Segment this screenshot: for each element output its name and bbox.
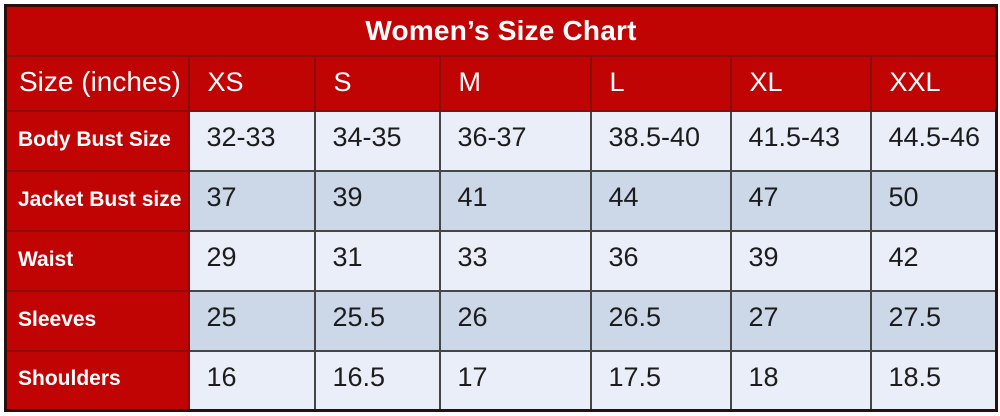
size-value: 18.5 [869, 349, 998, 412]
size-value: 47 [729, 169, 872, 232]
size-value: 44.5-46 [869, 109, 998, 172]
column-header-size-inches: Size (inches) [4, 54, 190, 112]
size-value: 31 [313, 229, 441, 292]
row-label-shoulders: Shoulders [4, 349, 190, 412]
size-value: 26.5 [589, 289, 732, 352]
size-value: 17.5 [589, 349, 732, 412]
size-value: 29 [187, 229, 316, 292]
chart-title: Women’s Size Chart [4, 4, 998, 57]
table-row: Shoulders 16 16.5 17 17.5 18 18.5 [4, 349, 998, 412]
table-row: Body Bust Size 32-33 34-35 36-37 38.5-40… [4, 109, 998, 172]
size-value: 26 [438, 289, 592, 352]
size-value: 18 [729, 349, 872, 412]
size-value: 37 [187, 169, 316, 232]
column-header-m: M [438, 54, 592, 112]
size-value: 38.5-40 [589, 109, 732, 172]
size-value: 34-35 [313, 109, 441, 172]
size-value: 36 [589, 229, 732, 292]
size-value: 42 [869, 229, 998, 292]
size-value: 44 [589, 169, 732, 232]
table-row: Size (inches) XS S M L XL XXL [4, 54, 998, 112]
row-label-body-bust-size: Body Bust Size [4, 109, 190, 172]
size-value: 36-37 [438, 109, 592, 172]
size-value: 41 [438, 169, 592, 232]
size-value: 50 [869, 169, 998, 232]
size-value: 27.5 [869, 289, 998, 352]
row-label-waist: Waist [4, 229, 190, 292]
table-row: Women’s Size Chart [4, 4, 998, 57]
size-value: 16.5 [313, 349, 441, 412]
row-label-jacket-bust-size: Jacket Bust size [4, 169, 190, 232]
size-value: 39 [313, 169, 441, 232]
size-value: 25 [187, 289, 316, 352]
table-row: Jacket Bust size 37 39 41 44 47 50 [4, 169, 998, 232]
row-label-sleeves: Sleeves [4, 289, 190, 352]
size-value: 25.5 [313, 289, 441, 352]
column-header-s: S [313, 54, 441, 112]
table-row: Waist 29 31 33 36 39 42 [4, 229, 998, 292]
size-value: 39 [729, 229, 872, 292]
column-header-xs: XS [187, 54, 316, 112]
size-value: 27 [729, 289, 872, 352]
size-value: 33 [438, 229, 592, 292]
column-header-xl: XL [729, 54, 872, 112]
column-header-xxl: XXL [869, 54, 998, 112]
size-value: 32-33 [187, 109, 316, 172]
table-row: Sleeves 25 25.5 26 26.5 27 27.5 [4, 289, 998, 352]
column-header-l: L [589, 54, 732, 112]
size-value: 16 [187, 349, 316, 412]
size-chart-table: Women’s Size Chart Size (inches) XS S M … [4, 4, 999, 412]
size-value: 17 [438, 349, 592, 412]
size-value: 41.5-43 [729, 109, 872, 172]
